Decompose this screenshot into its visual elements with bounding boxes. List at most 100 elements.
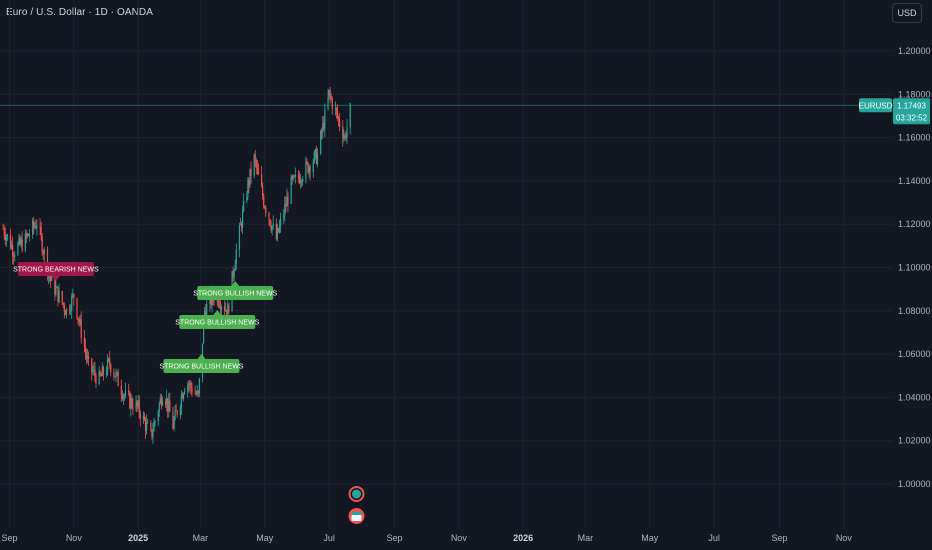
candle <box>180 390 183 415</box>
candle <box>265 205 267 217</box>
candle-body <box>5 236 7 241</box>
candle-body <box>58 290 60 302</box>
bullish-news-label[interactable]: STRONG BULLISH NEWS <box>193 281 278 300</box>
candle-body <box>253 154 255 176</box>
candle <box>61 290 63 306</box>
candle-body <box>138 400 140 414</box>
candle <box>92 365 94 376</box>
candle-body <box>224 306 226 311</box>
candle <box>69 304 71 315</box>
candle-body <box>165 401 167 405</box>
candle-body <box>329 89 331 96</box>
candle-body <box>345 135 347 138</box>
price-tag-value: 1.17493 <box>897 101 926 110</box>
candle <box>142 411 145 424</box>
candle <box>191 382 193 397</box>
candle-body <box>260 174 263 187</box>
candle-body <box>285 204 287 207</box>
candle-body <box>32 220 34 235</box>
candle-body <box>257 168 260 175</box>
candle <box>117 368 119 387</box>
candle <box>233 268 235 281</box>
countdown-text: 03:32:52 <box>896 113 928 122</box>
candle <box>2 223 4 230</box>
news-label-text: STRONG BULLISH NEWS <box>193 291 277 298</box>
candle <box>198 377 200 397</box>
price-tick-label: 1.16000 <box>898 133 931 143</box>
candle <box>206 297 208 319</box>
bullish-news-label[interactable]: STRONG BULLISH NEWS <box>175 310 260 329</box>
candle-body <box>131 398 133 407</box>
candle <box>168 393 170 418</box>
candle <box>102 365 104 381</box>
candle-body <box>94 369 96 376</box>
candle <box>64 310 66 316</box>
symbol-title[interactable]: Euro / U.S. Dollar · 1D · OANDA <box>6 7 154 18</box>
candle <box>294 167 296 184</box>
candle <box>321 127 323 140</box>
candle-body <box>293 175 295 177</box>
candle <box>88 351 90 366</box>
candle <box>116 371 118 376</box>
candle-body <box>101 366 103 377</box>
candle-body <box>83 337 85 347</box>
price-tick-label: 1.10000 <box>898 263 931 273</box>
candle <box>279 212 282 233</box>
candle <box>298 171 301 185</box>
candle <box>27 233 30 237</box>
event-marker-icon[interactable] <box>348 486 365 502</box>
candle-body <box>328 89 330 97</box>
candle-body <box>113 372 115 377</box>
candle <box>181 391 184 400</box>
candle <box>166 389 168 412</box>
candle-body <box>262 186 264 197</box>
candle <box>334 101 337 116</box>
candle <box>138 395 140 419</box>
candle-body <box>175 410 177 412</box>
candle <box>151 429 153 440</box>
candle-body <box>301 180 303 183</box>
candle-body <box>135 401 137 410</box>
candle-body <box>294 174 296 177</box>
candle <box>28 229 31 242</box>
candle <box>227 298 229 316</box>
price-tag-group[interactable]: EURUSD 1.17493 03:32:52 <box>859 98 930 125</box>
candle <box>4 227 6 246</box>
candle-body <box>3 228 5 236</box>
candle-body <box>42 252 44 254</box>
bullish-news-label[interactable]: STRONG BULLISH NEWS <box>159 354 244 373</box>
candle-body <box>122 395 125 399</box>
candle <box>146 414 148 435</box>
symbol-tag-text: EURUSD <box>859 101 893 110</box>
bearish-news-label[interactable]: STRONG BEARISH NEWS <box>13 262 99 281</box>
candle-body <box>322 122 324 133</box>
flag-event-icon[interactable] <box>348 508 365 524</box>
candle <box>314 148 316 160</box>
candle <box>18 233 20 246</box>
candle-body <box>220 306 223 310</box>
candle <box>122 393 125 405</box>
candle <box>147 418 149 424</box>
symbol-tag-box <box>859 98 892 113</box>
candle <box>305 156 307 184</box>
candle <box>315 145 318 165</box>
time-tick-label: 2026 <box>513 533 533 543</box>
candle <box>160 393 162 410</box>
currency-button[interactable]: USD <box>892 3 922 23</box>
candle <box>169 392 171 413</box>
candle <box>328 89 330 100</box>
candle-body <box>271 226 273 231</box>
candle-body <box>330 95 332 99</box>
candle-body <box>228 304 230 312</box>
candle-body <box>240 224 243 228</box>
price-tick-label: 1.20000 <box>898 46 931 56</box>
candle <box>257 163 260 175</box>
candle <box>115 368 117 383</box>
candle-body <box>327 96 329 109</box>
candle <box>194 385 196 395</box>
time-tick-label: Nov <box>451 533 468 543</box>
candle-body <box>167 398 169 411</box>
candle <box>250 161 252 184</box>
candle-body <box>146 422 148 431</box>
